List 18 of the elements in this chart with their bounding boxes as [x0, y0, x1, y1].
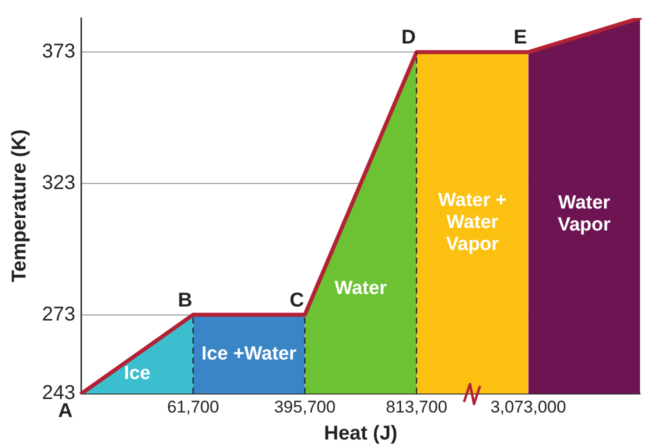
annotation: C — [290, 289, 304, 312]
annotation: D — [401, 26, 416, 49]
y-axis-title: Temperature (K) — [8, 129, 31, 282]
x-axis-title: Heat (J) — [324, 422, 398, 445]
x-tick-label: 3,073,000 — [490, 397, 566, 416]
annotation: B — [178, 289, 192, 312]
y-tick-label: 273 — [42, 303, 76, 326]
annotation: E — [514, 26, 527, 49]
series-label: Ice — [124, 363, 150, 384]
y-tick-label: 373 — [42, 40, 76, 63]
x-tick-label: 813,700 — [386, 397, 448, 416]
series-label: Water + Water Vapor — [438, 190, 507, 256]
series-label: Water — [334, 278, 388, 299]
x-tick-label: 395,700 — [274, 397, 336, 416]
y-tick-label: 323 — [42, 172, 76, 194]
x-tick-label: 61,700 — [167, 397, 220, 416]
series-label: Water Vapor — [558, 192, 612, 236]
series-label: Ice +Water — [202, 343, 297, 364]
